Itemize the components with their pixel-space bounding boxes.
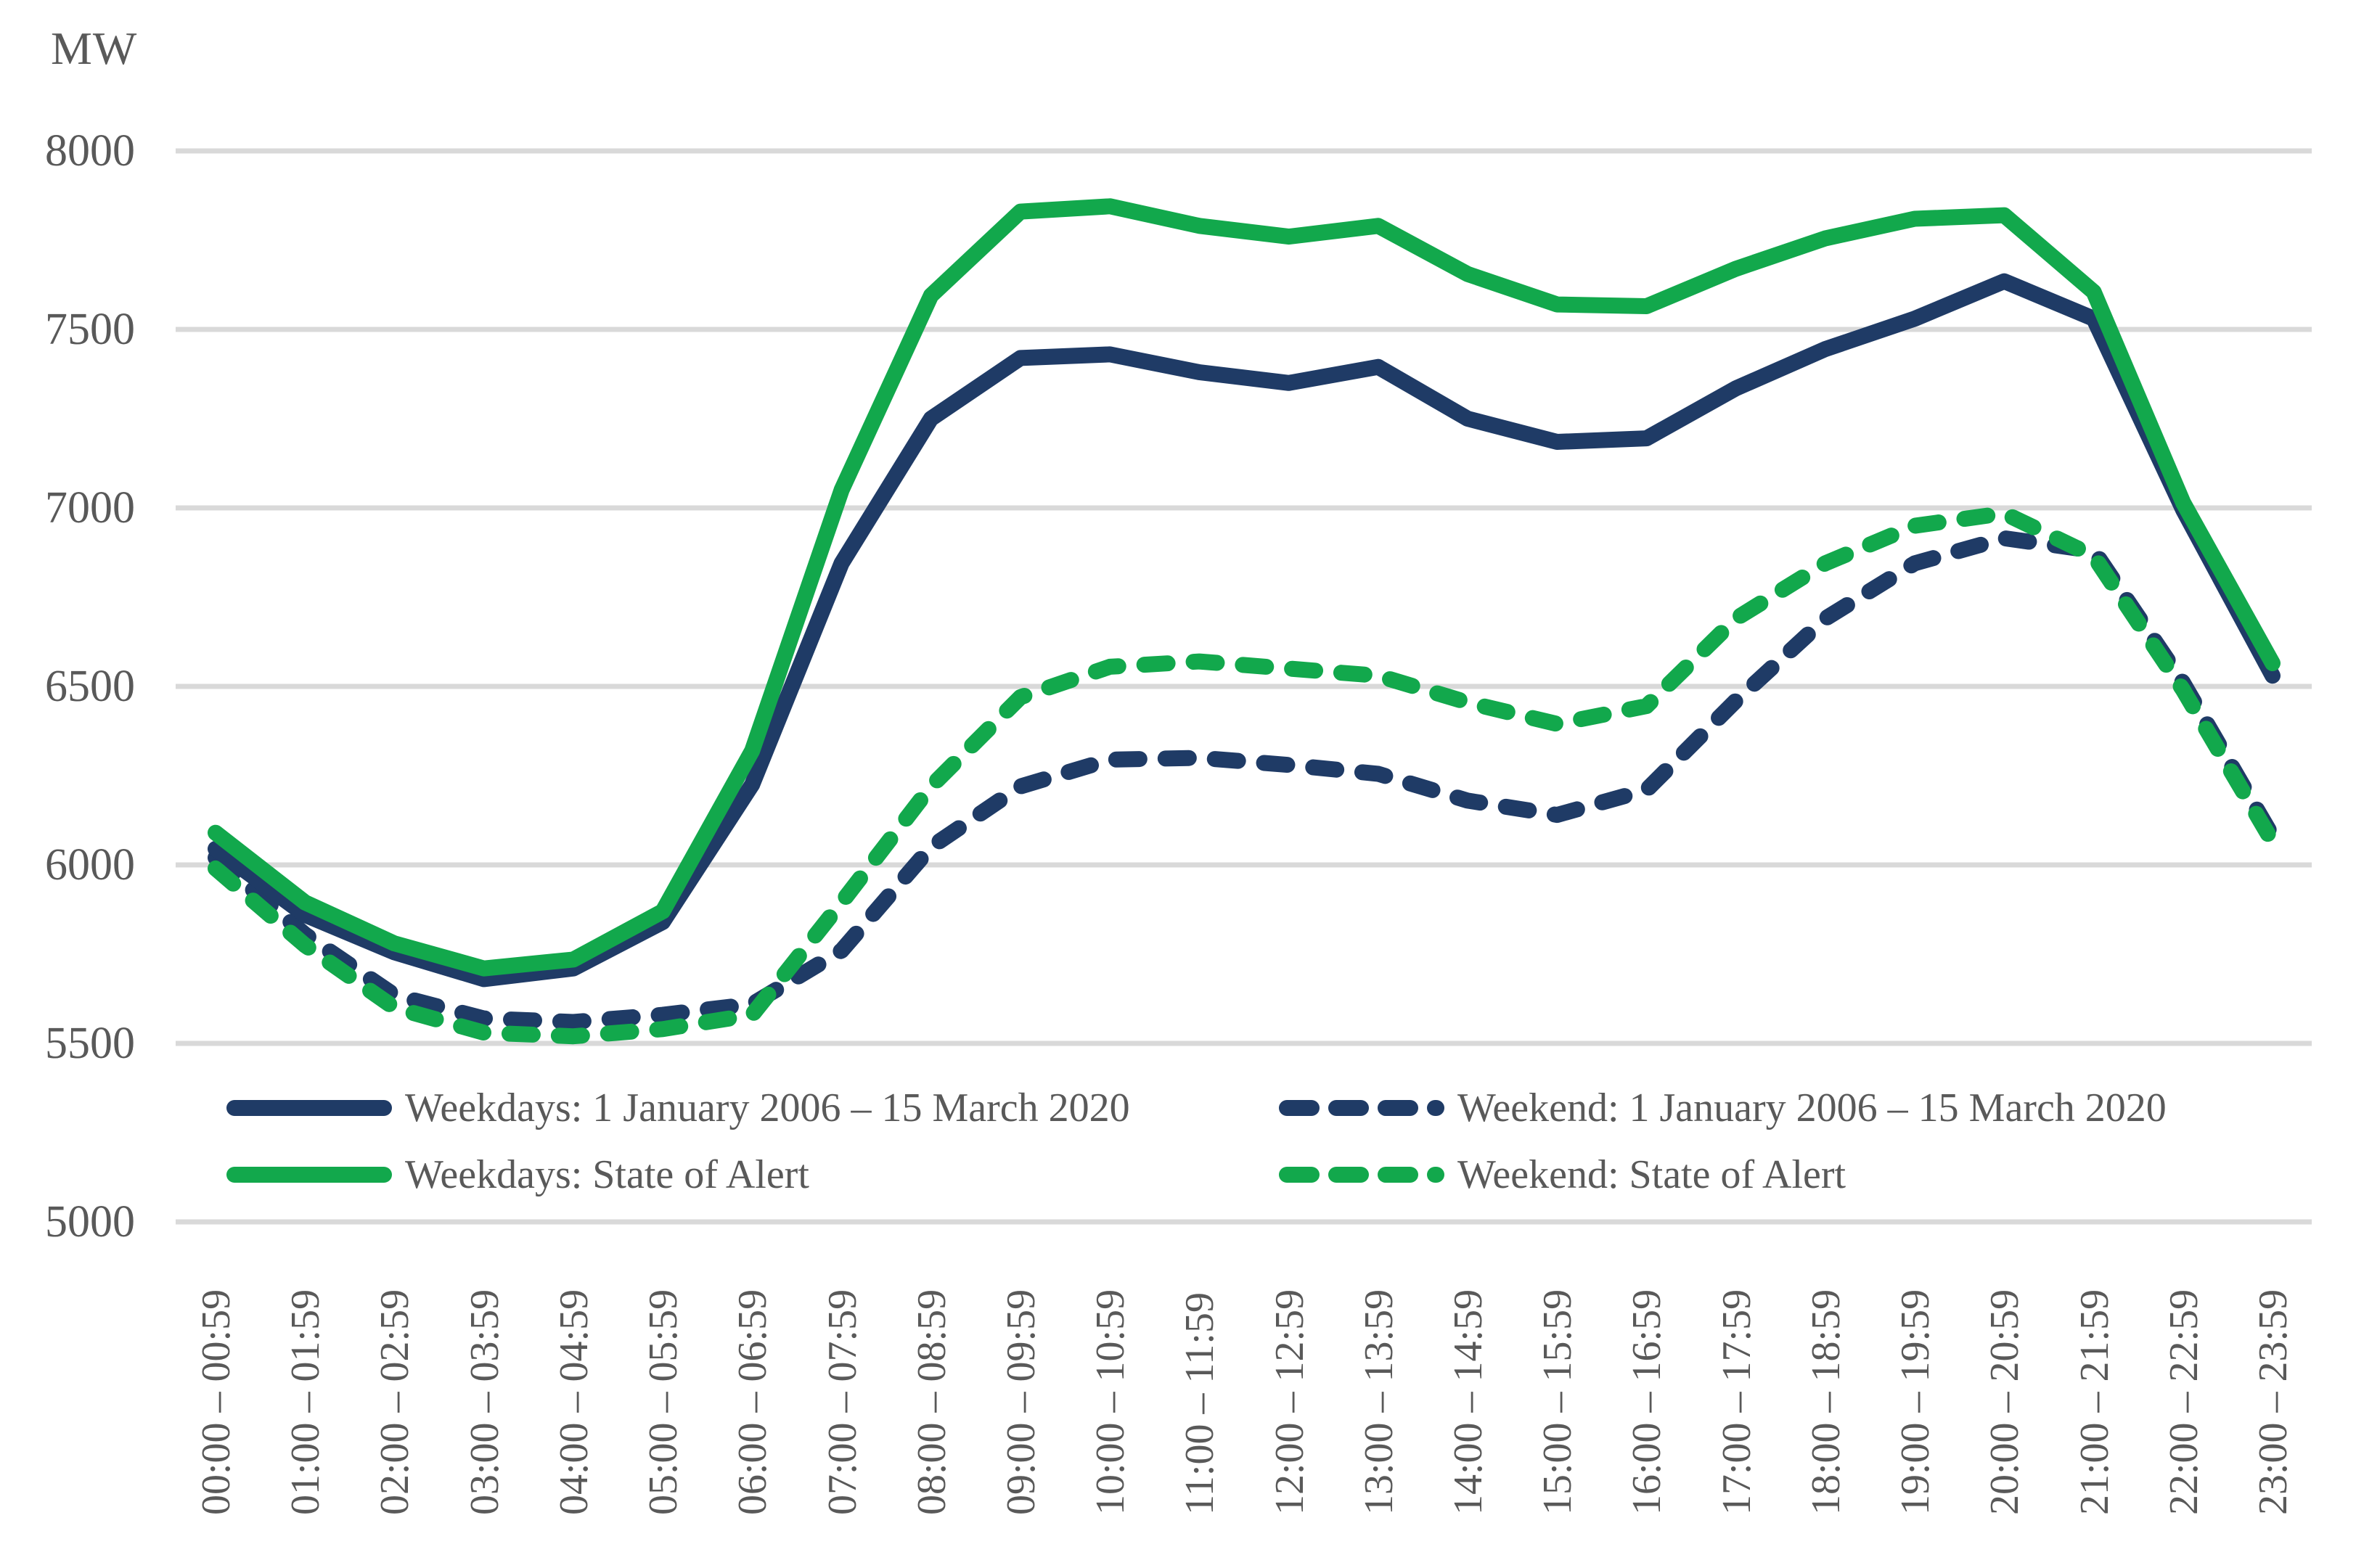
x-tick-label: 08:00 – 08:59 bbox=[909, 1289, 954, 1515]
x-tick-label: 17:00 – 17:59 bbox=[1714, 1289, 1759, 1515]
y-tick-label: 6500 bbox=[45, 662, 135, 711]
x-tick-label: 23:00 – 23:59 bbox=[2251, 1289, 2296, 1515]
legend-item: Weekdays: 1 January 2006 – 15 March 2020 bbox=[225, 1075, 1130, 1141]
x-tick-label: 11:00 – 11:59 bbox=[1177, 1292, 1223, 1515]
y-tick-label: 6000 bbox=[45, 840, 135, 890]
legend-swatch-solid-navy-icon bbox=[226, 1100, 392, 1116]
series-line-2 bbox=[208, 198, 2281, 977]
legend-swatch-dashed-navy-icon bbox=[1279, 1100, 1444, 1116]
x-tick-label: 05:00 – 05:59 bbox=[641, 1289, 687, 1515]
legend-label: Weekdays: State of Alert bbox=[405, 1152, 809, 1197]
x-tick-label: 07:00 – 07:59 bbox=[819, 1289, 865, 1515]
x-tick-label: 13:00 – 13:59 bbox=[1356, 1289, 1402, 1515]
y-tick-label: 5000 bbox=[45, 1197, 135, 1247]
x-tick-label: 22:00 – 22:59 bbox=[2161, 1289, 2206, 1515]
x-tick-label: 10:00 – 10:59 bbox=[1088, 1289, 1134, 1515]
series-line-1 bbox=[208, 530, 2281, 1030]
x-tick-label: 01:00 – 01:59 bbox=[283, 1289, 329, 1515]
x-tick-label: 09:00 – 09:59 bbox=[998, 1289, 1044, 1515]
x-tick-label: 19:00 – 19:59 bbox=[1893, 1289, 1939, 1515]
legend-label: Weekend: State of Alert bbox=[1457, 1152, 1846, 1197]
x-tick-label: 21:00 – 21:59 bbox=[2071, 1289, 2117, 1515]
y-tick-label: 5500 bbox=[45, 1019, 135, 1068]
series-line-3 bbox=[208, 505, 2281, 1045]
legend-item: Weekend: State of Alert bbox=[1277, 1141, 1846, 1208]
x-tick-label: 12:00 – 12:59 bbox=[1267, 1289, 1312, 1515]
x-tick-label: 03:00 – 03:59 bbox=[462, 1289, 507, 1515]
x-tick-label: 16:00 – 16:59 bbox=[1624, 1289, 1670, 1515]
legend-swatch-solid-green-icon bbox=[226, 1167, 392, 1183]
x-tick-label: 02:00 – 02:59 bbox=[372, 1289, 418, 1515]
legend-label: Weekdays: 1 January 2006 – 15 March 2020 bbox=[405, 1085, 1130, 1130]
x-tick-label: 04:00 – 04:59 bbox=[551, 1289, 597, 1515]
y-axis-title: MW bbox=[51, 22, 138, 74]
series-line-0 bbox=[208, 273, 2281, 988]
legend-label: Weekend: 1 January 2006 – 15 March 2020 bbox=[1457, 1085, 2167, 1130]
x-tick-label: 14:00 – 14:59 bbox=[1446, 1289, 1492, 1515]
x-tick-label: 18:00 – 18:59 bbox=[1803, 1289, 1849, 1515]
x-tick-label: 06:00 – 06:59 bbox=[730, 1289, 776, 1515]
y-tick-label: 7500 bbox=[45, 305, 135, 354]
legend-item: Weekdays: State of Alert bbox=[225, 1141, 809, 1208]
x-tick-label: 20:00 – 20:59 bbox=[1982, 1289, 2028, 1515]
legend-swatch-dashed-green-icon bbox=[1279, 1167, 1444, 1183]
x-tick-label: 15:00 – 15:59 bbox=[1535, 1289, 1581, 1515]
x-tick-label: 00:00 – 00:59 bbox=[194, 1289, 239, 1515]
y-tick-label: 7000 bbox=[45, 483, 135, 533]
legend-item: Weekend: 1 January 2006 – 15 March 2020 bbox=[1277, 1075, 2167, 1141]
y-tick-label: 8000 bbox=[45, 126, 135, 176]
